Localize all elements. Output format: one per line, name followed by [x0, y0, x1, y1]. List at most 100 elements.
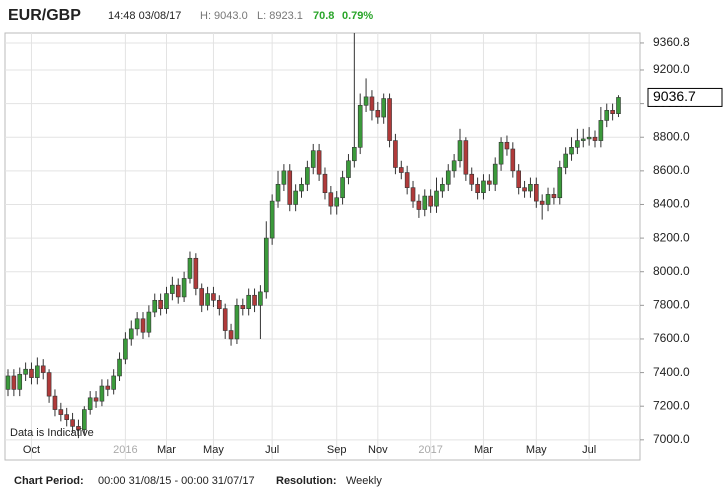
candle-body: [545, 194, 551, 205]
low-text: L: 8923.1: [257, 10, 303, 22]
candle-body: [140, 318, 146, 333]
candle-body: [352, 147, 357, 162]
candle-body: [128, 328, 134, 340]
candle-body: [516, 170, 521, 188]
candle-body: [404, 172, 410, 188]
candle-body: [199, 288, 205, 306]
candle-body: [610, 110, 615, 114]
y-tick-label: 7000.0: [653, 432, 690, 446]
candle-body: [52, 395, 58, 410]
candle-body: [381, 98, 386, 118]
candle-body: [46, 372, 52, 397]
candle-body: [64, 414, 69, 420]
candle-body: [463, 140, 469, 175]
candle-body: [23, 368, 28, 375]
candle-body: [117, 358, 122, 377]
candle-body: [363, 96, 369, 106]
candle-body: [551, 194, 557, 199]
candle-body: [569, 147, 574, 155]
candle-body: [222, 308, 228, 331]
candle-body: [322, 173, 328, 194]
y-tick-label: 8000.0: [653, 264, 690, 278]
candle-body: [217, 299, 222, 310]
candle-body: [281, 170, 287, 185]
resolution: Weekly: [346, 475, 382, 487]
candle-body: [457, 140, 463, 162]
candle-body: [11, 375, 17, 390]
candle-body: [158, 299, 163, 310]
candle-body: [422, 195, 428, 210]
candle-body: [228, 330, 234, 340]
candle-body: [586, 136, 592, 140]
y-tick-label: 8400.0: [653, 197, 690, 211]
candle-body: [275, 183, 281, 202]
candle-body: [346, 160, 351, 178]
candle-body: [310, 150, 316, 168]
candle-body: [369, 96, 375, 111]
candle-body: [592, 136, 598, 141]
y-tick-label: 8600.0: [653, 163, 690, 177]
grid: [5, 33, 644, 460]
x-tick-label: Jul: [265, 444, 279, 456]
y-tick-label: 8200.0: [653, 230, 690, 244]
candle-body: [111, 375, 116, 390]
candle-body: [563, 153, 568, 168]
candle-body: [17, 373, 23, 390]
candle-body: [575, 140, 580, 148]
period-label: Chart Period:: [14, 475, 84, 487]
candle-body: [82, 409, 87, 431]
x-tick-label: May: [526, 444, 547, 456]
period: 00:00 31/08/15 - 00:00 31/07/17: [98, 475, 255, 487]
last-price: 9036.7: [653, 88, 696, 104]
candle-body: [387, 98, 392, 141]
resolution-label: Resolution:: [276, 475, 337, 487]
candle-body: [328, 192, 334, 207]
candles: [5, 33, 621, 439]
candle-body: [152, 299, 158, 313]
candle-body: [123, 338, 128, 360]
candle-body: [258, 291, 263, 306]
candle-body: [616, 97, 621, 114]
y-tick-label: 7800.0: [653, 298, 690, 312]
x-tick-label: 2016: [113, 444, 137, 456]
x-tick-label: 2017: [418, 444, 442, 456]
candle-body: [434, 190, 439, 207]
candle-body: [598, 120, 604, 141]
high-text: H: 9043.0: [200, 10, 248, 22]
y-tick-label: 7600.0: [653, 331, 690, 345]
candle-body: [522, 187, 527, 192]
candle-body: [70, 419, 75, 427]
candle-body: [252, 294, 257, 306]
candle-body: [393, 140, 398, 168]
candle-body: [29, 368, 34, 378]
last-price-box: [647, 87, 723, 107]
candle-body: [175, 284, 181, 298]
note: Data is Indicative: [10, 427, 94, 439]
candle-body: [76, 426, 81, 431]
candle-body: [164, 293, 169, 310]
candle-body: [263, 237, 269, 293]
candle-body: [134, 318, 140, 330]
x-tick-label: Nov: [368, 444, 388, 456]
y-tick-label: 7200.0: [653, 398, 690, 412]
candle-body: [287, 170, 293, 205]
x-tick-label: Mar: [157, 444, 176, 456]
candle-body: [469, 173, 475, 185]
candle-body: [58, 409, 64, 415]
candle-body: [40, 365, 46, 373]
candle-body: [557, 167, 563, 199]
candle-body: [533, 183, 539, 202]
candle-body: [539, 200, 545, 205]
chart-title: EUR/GBP: [8, 7, 81, 24]
candle-body: [305, 167, 310, 185]
candle-body: [375, 110, 381, 118]
candle-body: [504, 141, 510, 150]
candle-body: [487, 180, 492, 185]
candle-body: [293, 190, 298, 205]
candle-body: [580, 138, 586, 141]
candle-body: [299, 183, 304, 192]
change-pct: 0.79%: [342, 10, 373, 22]
x-tick-label: Mar: [474, 444, 493, 456]
